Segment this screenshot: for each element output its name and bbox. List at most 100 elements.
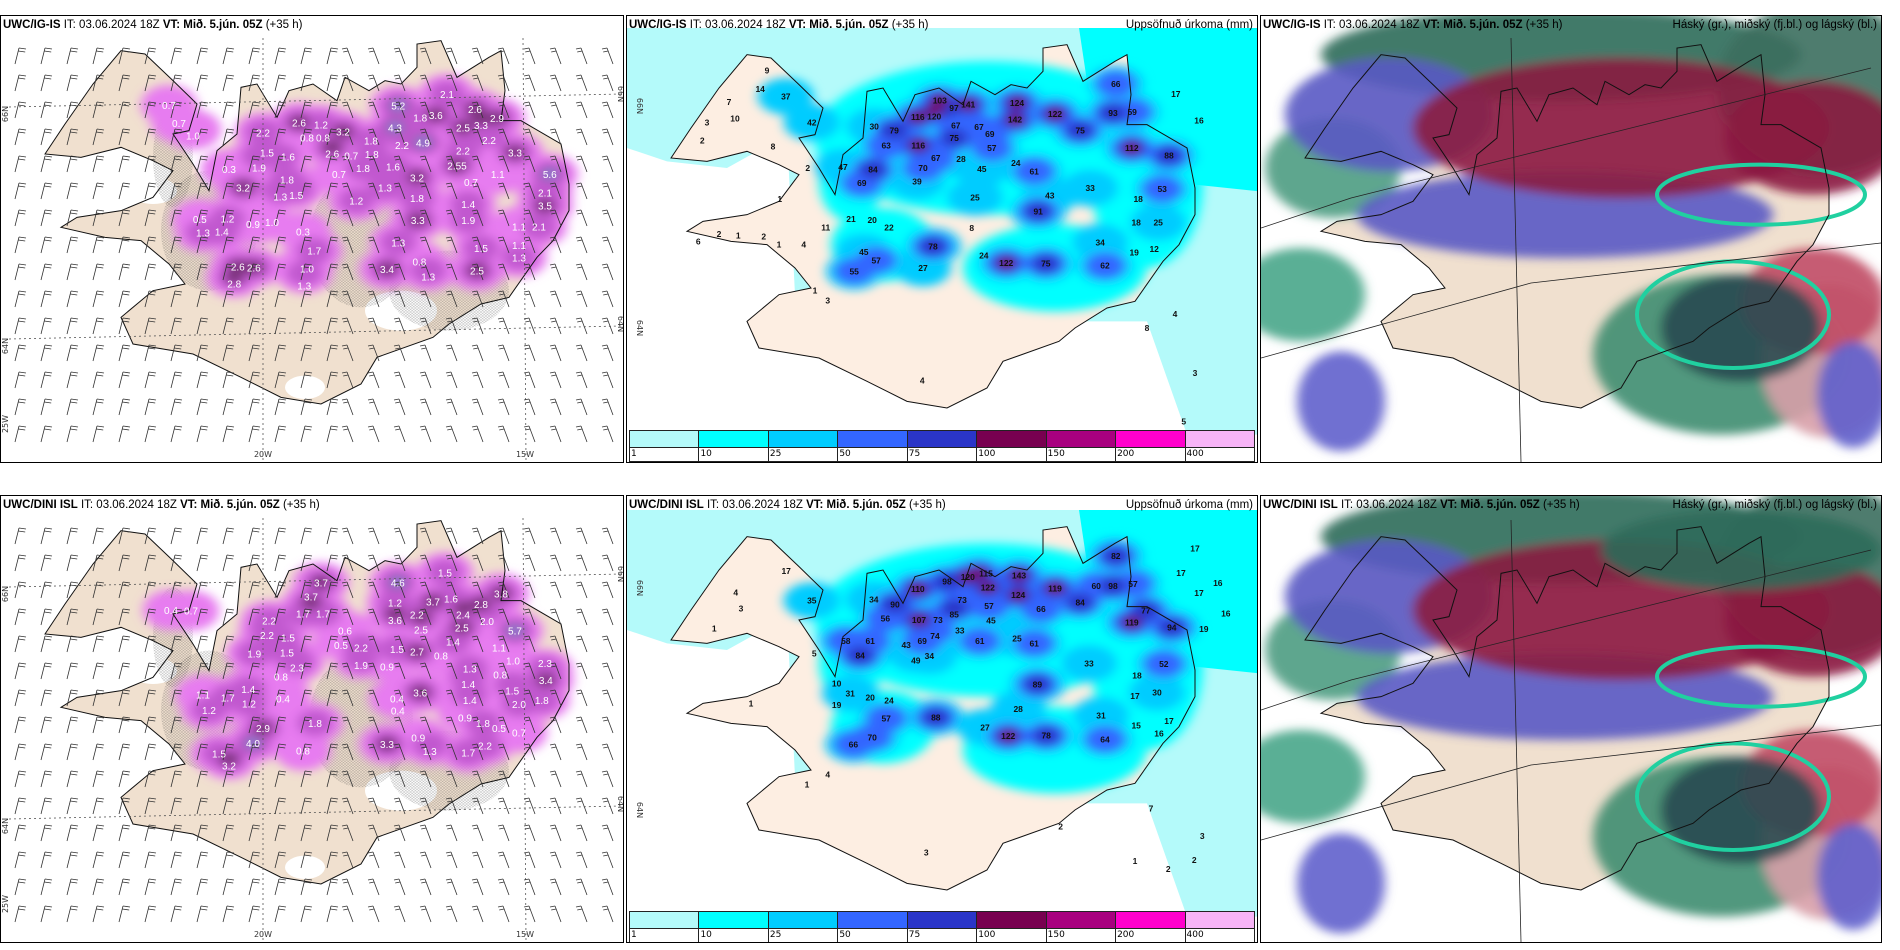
precip-value-label: 1.7 bbox=[316, 609, 330, 620]
coastline bbox=[45, 521, 569, 884]
graticule-label: 25W bbox=[1, 415, 10, 433]
graticule-label: 64N bbox=[1, 818, 10, 834]
wind-barb bbox=[341, 554, 354, 572]
precip-value-label: 21 bbox=[846, 214, 856, 224]
precip-value-label: 16 bbox=[1194, 115, 1204, 125]
wind-barb bbox=[66, 635, 79, 653]
wind-barb bbox=[170, 743, 183, 761]
vt-value: Mið. 5.jún. 05Z bbox=[809, 19, 889, 31]
wind-barb bbox=[222, 608, 235, 626]
wind-barb bbox=[419, 716, 432, 734]
precip-value-label: 122 bbox=[1001, 731, 1015, 741]
wind-barb bbox=[326, 155, 339, 173]
wind-barb bbox=[14, 743, 27, 761]
wind-barb bbox=[170, 344, 183, 362]
wind-barb bbox=[40, 182, 53, 200]
wind-barb bbox=[549, 716, 562, 734]
wind-barb bbox=[393, 662, 406, 680]
precip-value-label: 9 bbox=[765, 65, 770, 75]
precip-value-label: 2.9 bbox=[256, 724, 270, 735]
wind-barb bbox=[40, 74, 53, 92]
wind-barb bbox=[196, 209, 209, 227]
wind-barb bbox=[40, 905, 53, 923]
wind-barb bbox=[196, 824, 209, 842]
wind-barb bbox=[497, 662, 510, 680]
precip-contour bbox=[910, 140, 927, 151]
wind-barb bbox=[341, 74, 354, 92]
wind-barb bbox=[66, 554, 79, 572]
colorbar-labels: 1 10 25 50 75 100 150 200 400 bbox=[629, 448, 1255, 462]
precip-value-label: 2 bbox=[717, 229, 722, 239]
precip-contour bbox=[453, 120, 473, 135]
model-name: UWC/IG-IS bbox=[1263, 19, 1321, 31]
wind-barb bbox=[575, 263, 588, 281]
precip-value-label: 1 bbox=[1133, 856, 1138, 866]
precip-value-label: 2.2 bbox=[456, 147, 470, 158]
wind-barb bbox=[248, 878, 261, 896]
wind-barb bbox=[92, 689, 105, 707]
wind-barb bbox=[419, 398, 432, 416]
wind-barb bbox=[575, 290, 588, 308]
wind-barb bbox=[341, 851, 354, 869]
wind-barb bbox=[393, 425, 406, 443]
precip-value-label: 19 bbox=[1199, 624, 1209, 634]
wind-barb bbox=[170, 47, 183, 65]
wind-barb bbox=[92, 851, 105, 869]
wind-barb bbox=[471, 101, 484, 119]
wind-barb bbox=[40, 155, 53, 173]
precip-value-label: 103 bbox=[933, 96, 947, 106]
wind-barb bbox=[196, 608, 209, 626]
precip-value-label: 1.0 bbox=[186, 132, 200, 143]
wind-barb bbox=[222, 770, 235, 788]
precip-value-label: 0.7 bbox=[332, 170, 346, 181]
graticule bbox=[8, 37, 622, 462]
wind-barb bbox=[393, 689, 406, 707]
precip-value-label: 67 bbox=[974, 122, 984, 132]
wind-barb bbox=[222, 797, 235, 815]
precip-value-label: 2.6 bbox=[231, 263, 245, 274]
lead-time: (+35 h) bbox=[1525, 19, 1563, 31]
precip-value-label: 34 bbox=[925, 651, 935, 661]
wind-barb bbox=[419, 128, 432, 146]
lead-time: (+35 h) bbox=[282, 499, 320, 511]
wind-barb bbox=[170, 317, 183, 335]
wind-barb bbox=[419, 689, 432, 707]
wind-barb bbox=[92, 527, 105, 545]
wind-barb bbox=[274, 425, 287, 443]
lat-line-66n bbox=[8, 93, 622, 108]
wind-barb bbox=[248, 209, 261, 227]
precip-value-label: 4 bbox=[801, 240, 806, 250]
precip-contour bbox=[940, 128, 968, 148]
wind-barb bbox=[549, 824, 562, 842]
wind-barb bbox=[14, 608, 27, 626]
wind-barb bbox=[341, 635, 354, 653]
wind-barb bbox=[471, 797, 484, 815]
wind-barb bbox=[549, 371, 562, 389]
precip-value-label: 0.8 bbox=[434, 652, 448, 663]
vt-label: VT: bbox=[180, 499, 198, 511]
wind-barb bbox=[497, 74, 510, 92]
wind-barb bbox=[144, 770, 157, 788]
wind-barb bbox=[14, 554, 27, 572]
wind-barb bbox=[274, 371, 287, 389]
precip-value-label: 3.2 bbox=[222, 761, 236, 772]
lon-line-15w bbox=[522, 37, 527, 462]
wind-barb bbox=[471, 662, 484, 680]
wind-barb bbox=[248, 128, 261, 146]
wind-barb bbox=[326, 317, 339, 335]
wind-barb bbox=[549, 155, 562, 173]
precip-value-label: 2.5 bbox=[456, 123, 470, 134]
precip-value-label: 3.7 bbox=[304, 592, 318, 603]
wind-barb bbox=[118, 581, 131, 599]
colorbar-swatch bbox=[768, 912, 839, 928]
high-cloud-area bbox=[1601, 510, 1881, 590]
graticule-label: 66N bbox=[635, 580, 644, 596]
it-value: 03.06.2024 18Z bbox=[705, 19, 786, 31]
wind-barb bbox=[248, 74, 261, 92]
precip-contour bbox=[1011, 570, 1027, 581]
graticule-label: 64N bbox=[635, 802, 644, 818]
precip-value-label: 33 bbox=[955, 625, 965, 635]
wind-barb bbox=[170, 155, 183, 173]
precip-value-label: 1.1 bbox=[492, 643, 506, 654]
wind-barb bbox=[14, 689, 27, 707]
